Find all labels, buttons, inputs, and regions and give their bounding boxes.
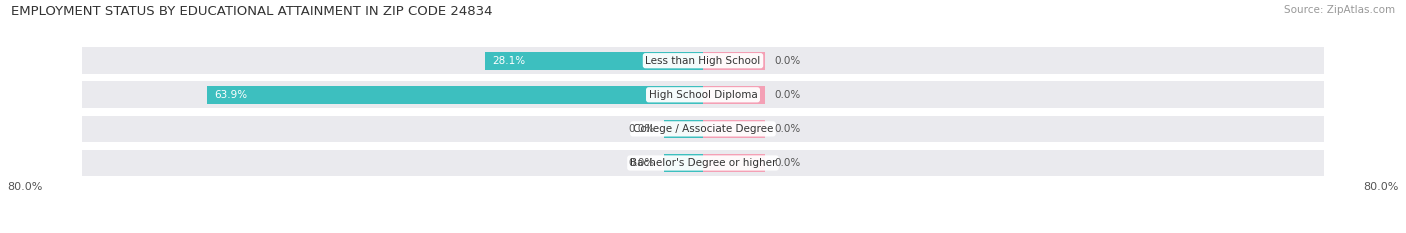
- Bar: [664, 154, 703, 172]
- Bar: [485, 52, 703, 70]
- Text: 0.0%: 0.0%: [628, 158, 655, 168]
- Text: College / Associate Degree: College / Associate Degree: [633, 124, 773, 134]
- Text: 63.9%: 63.9%: [215, 90, 247, 100]
- Text: 80.0%: 80.0%: [7, 182, 42, 192]
- Bar: [82, 47, 1324, 74]
- Bar: [82, 116, 1324, 142]
- Text: Source: ZipAtlas.com: Source: ZipAtlas.com: [1284, 5, 1395, 15]
- Bar: [703, 120, 765, 138]
- Bar: [703, 86, 765, 104]
- Bar: [703, 52, 765, 70]
- Legend: In Labor Force, Unemployed: In Labor Force, Unemployed: [602, 230, 804, 233]
- Bar: [82, 82, 1324, 108]
- Text: 28.1%: 28.1%: [492, 56, 526, 66]
- Text: 0.0%: 0.0%: [628, 124, 655, 134]
- Text: Less than High School: Less than High School: [645, 56, 761, 66]
- Text: 0.0%: 0.0%: [775, 158, 800, 168]
- Bar: [82, 150, 1324, 176]
- Bar: [664, 120, 703, 138]
- Text: 80.0%: 80.0%: [1364, 182, 1399, 192]
- Text: 0.0%: 0.0%: [775, 124, 800, 134]
- Text: EMPLOYMENT STATUS BY EDUCATIONAL ATTAINMENT IN ZIP CODE 24834: EMPLOYMENT STATUS BY EDUCATIONAL ATTAINM…: [11, 5, 492, 18]
- Text: 0.0%: 0.0%: [775, 90, 800, 100]
- Bar: [207, 86, 703, 104]
- Text: Bachelor's Degree or higher: Bachelor's Degree or higher: [630, 158, 776, 168]
- Text: High School Diploma: High School Diploma: [648, 90, 758, 100]
- Text: 0.0%: 0.0%: [775, 56, 800, 66]
- Bar: [703, 154, 765, 172]
